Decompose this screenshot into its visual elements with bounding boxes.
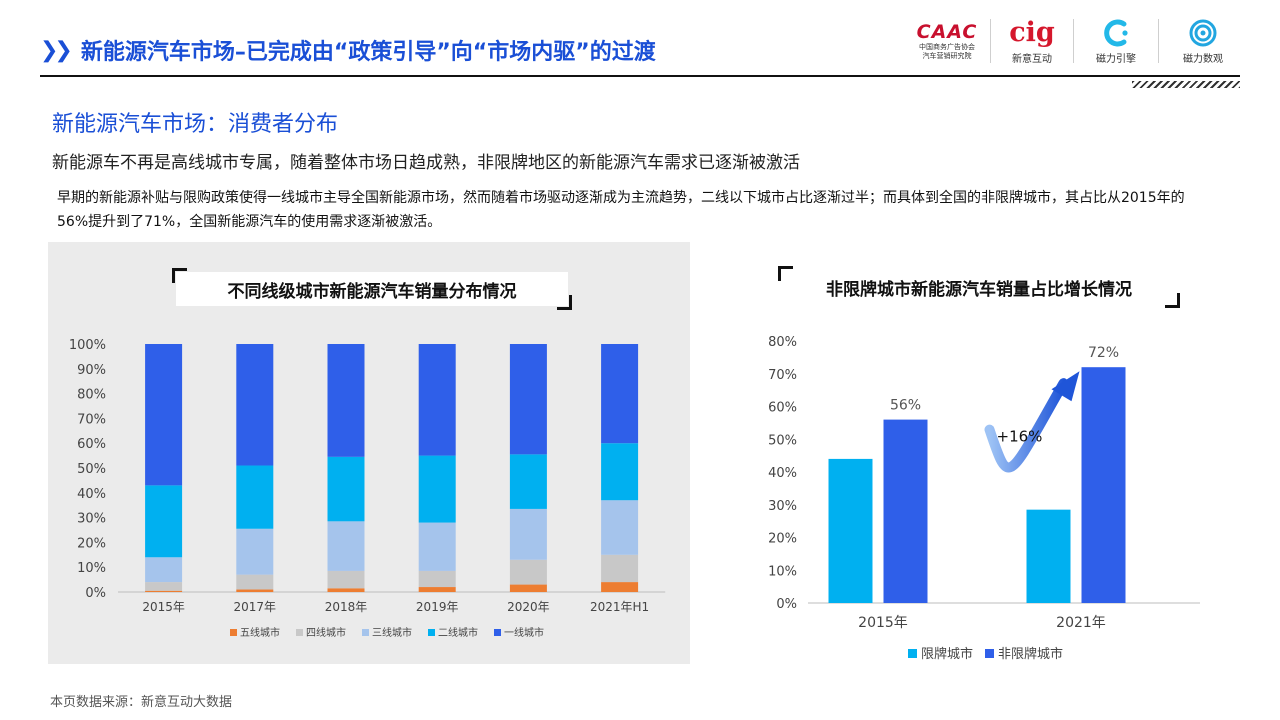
cig-logo: cig 新意互动: [999, 12, 1065, 70]
chart-title-right-text: 非限牌城市新能源汽车销量占比增长情况: [826, 279, 1132, 300]
logo-divider: [1158, 19, 1159, 63]
bar-segment: [509, 344, 547, 455]
x-tick-label: 2019年: [416, 600, 459, 614]
legend-label: 三线城市: [372, 626, 412, 639]
legend-label: 一线城市: [504, 626, 544, 639]
chart-title-left-text: 不同线级城市新能源汽车销量分布情况: [227, 281, 517, 302]
bar-segment: [418, 570, 456, 588]
page-header-title: ❯❯ 新能源汽车市场–已完成由“政策引导”向“市场内驱”的过渡: [40, 30, 656, 70]
legend-swatch: [296, 629, 303, 636]
x-tick-label: 2018年: [325, 600, 368, 614]
cili-data-logo: 磁力数观: [1167, 12, 1239, 70]
cili-engine-logo: 磁力引擎: [1082, 12, 1150, 70]
bar-segment: [327, 344, 365, 457]
bracket-corner-icon: [557, 295, 572, 310]
x-tick-label: 2021年H1: [590, 600, 649, 614]
y-tick-label: 20%: [77, 536, 106, 551]
legend-label: 四线城市: [306, 626, 346, 639]
legend-label: 五线城市: [240, 626, 280, 639]
bracket-corner-icon: [778, 266, 793, 281]
y-tick-label: 90%: [77, 363, 106, 378]
bar-segment: [509, 454, 547, 509]
y-tick-label: 0%: [85, 586, 106, 601]
bar-segment: [327, 570, 365, 589]
logo-divider: [1073, 19, 1074, 63]
data-source-footer: 本页数据来源：新意互动大数据: [50, 695, 233, 710]
y-tick-label: 100%: [69, 338, 106, 353]
bar-segment: [601, 582, 639, 592]
header-divider: [40, 75, 1240, 77]
bar-segment: [236, 344, 274, 466]
bar-segment: [601, 443, 639, 501]
legend-swatch: [230, 629, 237, 636]
caac-logo: CAAC 中国商务广告协会 汽车营销研究院: [912, 12, 982, 70]
bar-segment: [327, 456, 365, 522]
bar-segment: [145, 582, 183, 591]
bar-segment: [236, 528, 274, 575]
cig-logo-mark: cig: [1009, 16, 1055, 48]
y-tick-label: 40%: [77, 487, 106, 502]
y-tick-label: 70%: [77, 412, 106, 427]
bar-segment: [601, 554, 639, 583]
bar-segment: [418, 522, 456, 571]
caac-logo-sub1: 中国商务广告协会: [919, 43, 975, 51]
bar-segment: [418, 587, 456, 592]
bar-segment: [509, 508, 547, 560]
legend-label: 二线城市: [438, 626, 478, 639]
y-tick-label: 80%: [77, 388, 106, 403]
cili-engine-caption: 磁力引擎: [1096, 53, 1136, 65]
cili-engine-logo-icon: [1104, 19, 1128, 46]
bar-segment: [509, 584, 547, 592]
x-tick-label: 2020年: [507, 600, 550, 614]
caac-logo-mark: CAAC: [916, 21, 978, 43]
bar-segment: [145, 590, 183, 592]
cili-data-caption: 磁力数观: [1183, 53, 1223, 65]
bracket-corner-icon: [172, 268, 187, 283]
x-tick-label: 2017年: [234, 600, 277, 614]
bar-segment: [509, 559, 547, 585]
bar-segment: [236, 465, 274, 529]
bar-segment: [145, 485, 183, 558]
logo-divider: [990, 19, 991, 63]
chart-title-left: 不同线级城市新能源汽车销量分布情况: [172, 268, 572, 310]
subtitle: 新能源车不再是高线城市专属，随着整体市场日趋成熟，非限牌地区的新能源汽车需求已逐…: [52, 153, 800, 173]
chart-title-right: 非限牌城市新能源汽车销量占比增长情况: [778, 266, 1180, 308]
bar-segment: [418, 455, 456, 523]
bar-segment: [327, 588, 365, 592]
bar-segment: [236, 574, 274, 590]
legend-swatch: [428, 629, 435, 636]
legend-swatch: [494, 629, 501, 636]
bracket-corner-icon: [1165, 293, 1180, 308]
y-tick-label: 30%: [77, 512, 106, 527]
cili-data-logo-icon: [1189, 19, 1217, 46]
bar-segment: [327, 521, 365, 571]
decorative-hatch: [1132, 81, 1240, 88]
header-title-text: 新能源汽车市场–已完成由“政策引导”向“市场内驱”的过渡: [80, 40, 656, 65]
bar-segment: [601, 500, 639, 555]
partner-logos: CAAC 中国商务广告协会 汽车营销研究院 cig 新意互动 磁力引擎 磁力数观: [912, 12, 1242, 70]
bar-segment: [236, 589, 274, 592]
y-tick-label: 60%: [77, 437, 106, 452]
y-tick-label: 50%: [77, 462, 106, 477]
bar-segment: [145, 557, 183, 583]
bar-segment: [418, 344, 456, 456]
cig-logo-caption: 新意互动: [1012, 53, 1052, 65]
bar-segment: [145, 344, 183, 486]
section-title: 新能源汽车市场：消费者分布: [52, 112, 339, 137]
caac-logo-sub2: 汽车营销研究院: [922, 52, 972, 60]
legend-swatch: [362, 629, 369, 636]
x-tick-label: 2015年: [142, 600, 185, 614]
bar-segment: [601, 344, 639, 444]
description: 早期的新能源补贴与限购政策使得一线城市主导全国新能源市场，然而随着市场驱动逐渐成…: [57, 190, 1185, 230]
double-chevron-icon: ❯❯: [40, 37, 73, 63]
y-tick-label: 10%: [77, 561, 106, 576]
